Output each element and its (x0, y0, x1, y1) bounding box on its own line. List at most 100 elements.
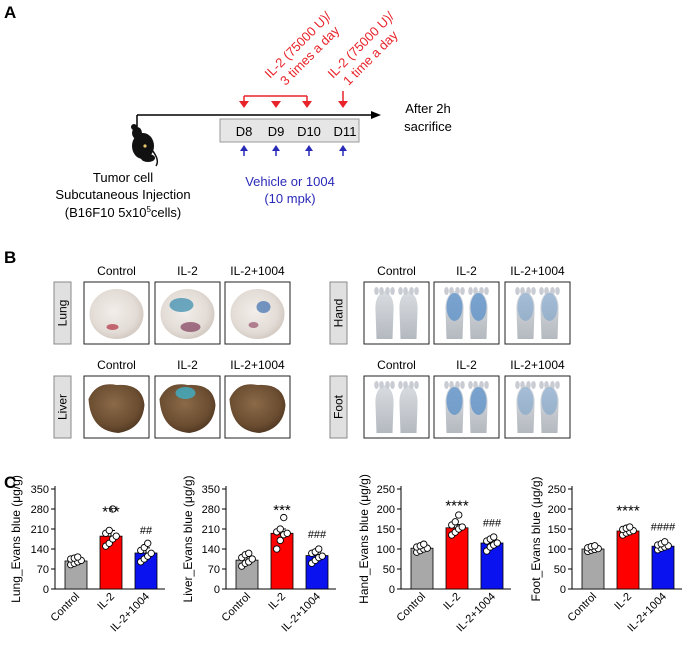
y-axis-label: Hand_Evans blue (μg/g) (357, 474, 371, 604)
group-label: IL-2 (456, 264, 477, 278)
lung-photo (224, 281, 291, 345)
dye-stain (517, 293, 534, 321)
vehicle-arrows (240, 145, 347, 156)
x-tick-label: IL-2 (612, 591, 634, 613)
y-tick-label: 100 (377, 544, 395, 556)
y-axis-label: Liver_Evans blue (μg/g) (181, 476, 195, 603)
y-axis-label: Lung_Evans blue (μg/g) (9, 475, 23, 603)
liver-photo (154, 375, 221, 439)
data-point (626, 523, 634, 531)
data-point (283, 529, 291, 537)
data-point (420, 540, 428, 548)
y-tick-label: 350 (31, 484, 49, 496)
dye-spot (169, 298, 194, 312)
y-tick-label: 140 (31, 544, 49, 556)
data-point (248, 555, 256, 563)
y-tick-label: 280 (202, 504, 220, 516)
hand-photo (433, 281, 500, 345)
paw (374, 287, 395, 339)
liver-tissue (159, 384, 216, 433)
dye-stain (446, 293, 463, 321)
group-label: IL-2 (177, 358, 198, 372)
y-tick-label: 350 (202, 484, 220, 496)
data-point (490, 533, 498, 541)
dye-stain (446, 387, 463, 415)
paw (374, 381, 395, 433)
paw (515, 381, 536, 433)
y-tick-label: 0 (560, 584, 566, 596)
panel-label-c: C (4, 473, 16, 492)
data-point (109, 505, 117, 513)
photo-grid: Lung Control IL-2 IL-2+1004 Hand Control IL-2 I… (53, 264, 571, 439)
y-tick-label: 70 (37, 564, 49, 576)
y-tick-label: 140 (202, 544, 220, 556)
y-tick-label: 200 (377, 504, 395, 516)
y-tick-label: 280 (31, 504, 49, 516)
group-label: IL-2 (456, 358, 477, 372)
mouse-icon (131, 124, 159, 167)
y-tick-label: 150 (377, 524, 395, 536)
significance-label: ### (308, 529, 327, 541)
data-point (455, 511, 463, 519)
y-tick-label: 50 (383, 564, 395, 576)
data-point (315, 545, 323, 553)
organ-tab-foot: Foot (329, 375, 348, 439)
organ-label: Hand (332, 299, 346, 328)
data-point (276, 525, 284, 533)
data-point (591, 542, 599, 550)
data-point (661, 538, 669, 546)
liver-photo (83, 375, 150, 439)
data-point (451, 518, 459, 526)
dye-spot (175, 387, 196, 399)
paw (398, 287, 419, 339)
dye-stain (470, 387, 487, 415)
paw (539, 287, 560, 339)
x-tick-label: Control (566, 591, 600, 625)
organ-label: Liver (56, 394, 70, 420)
chart-3: Hand_Evans blue (μg/g) 0 50 100 150 200 250 Con… (357, 474, 511, 634)
day-d9: D9 (268, 124, 285, 139)
data-point (318, 552, 326, 560)
y-tick-label: 70 (208, 564, 220, 576)
injection-line-2: Subcutaneous Injection (55, 187, 190, 202)
paw (444, 287, 465, 339)
y-tick-label: 50 (554, 564, 566, 576)
bar-charts: Lung_Evans blue (μg/g) 0 70 140 210 280 350 Con… (9, 474, 682, 634)
liver-tissue (88, 384, 145, 433)
significance-label: ### (483, 518, 502, 530)
lung-photo (154, 281, 221, 345)
dye-spot (256, 301, 271, 313)
chart-2: Liver_Evans blue (μg/g) 0 70 140 210 280 350 Co… (181, 476, 336, 634)
day-box (219, 118, 360, 143)
x-tick-label: Control (49, 591, 83, 625)
x-tick-label: IL-2 (95, 591, 117, 613)
y-tick-label: 0 (43, 584, 49, 596)
timeline-axis (136, 111, 381, 127)
bar (651, 545, 675, 590)
organ-label: Foot (332, 394, 346, 419)
significance-label: ## (140, 525, 153, 537)
data-point (276, 536, 284, 545)
y-tick-label: 150 (548, 524, 566, 536)
bar (616, 530, 640, 590)
group-label: IL-2+1004 (510, 358, 565, 372)
blood-spot (180, 322, 201, 332)
foot-photo (433, 375, 500, 439)
day-d11: D11 (334, 124, 357, 139)
sacrifice-label: sacrifice (404, 119, 452, 134)
chart-1: Lung_Evans blue (μg/g) 0 70 140 210 280 350 Con… (9, 475, 165, 634)
dye-stain (517, 387, 534, 415)
day-d8: D8 (236, 124, 253, 139)
data-point (74, 553, 82, 561)
significance-label: *** (273, 502, 291, 519)
organ-tab-liver: Liver (53, 375, 72, 439)
data-point (245, 549, 253, 557)
data-point (458, 523, 466, 531)
panel-label-b: B (4, 248, 16, 267)
injection-line-1: Tumor cell (93, 170, 153, 185)
liver-tissue (229, 384, 286, 433)
x-tick-label: Control (395, 591, 429, 625)
data-point (147, 549, 155, 557)
data-point (112, 532, 120, 540)
